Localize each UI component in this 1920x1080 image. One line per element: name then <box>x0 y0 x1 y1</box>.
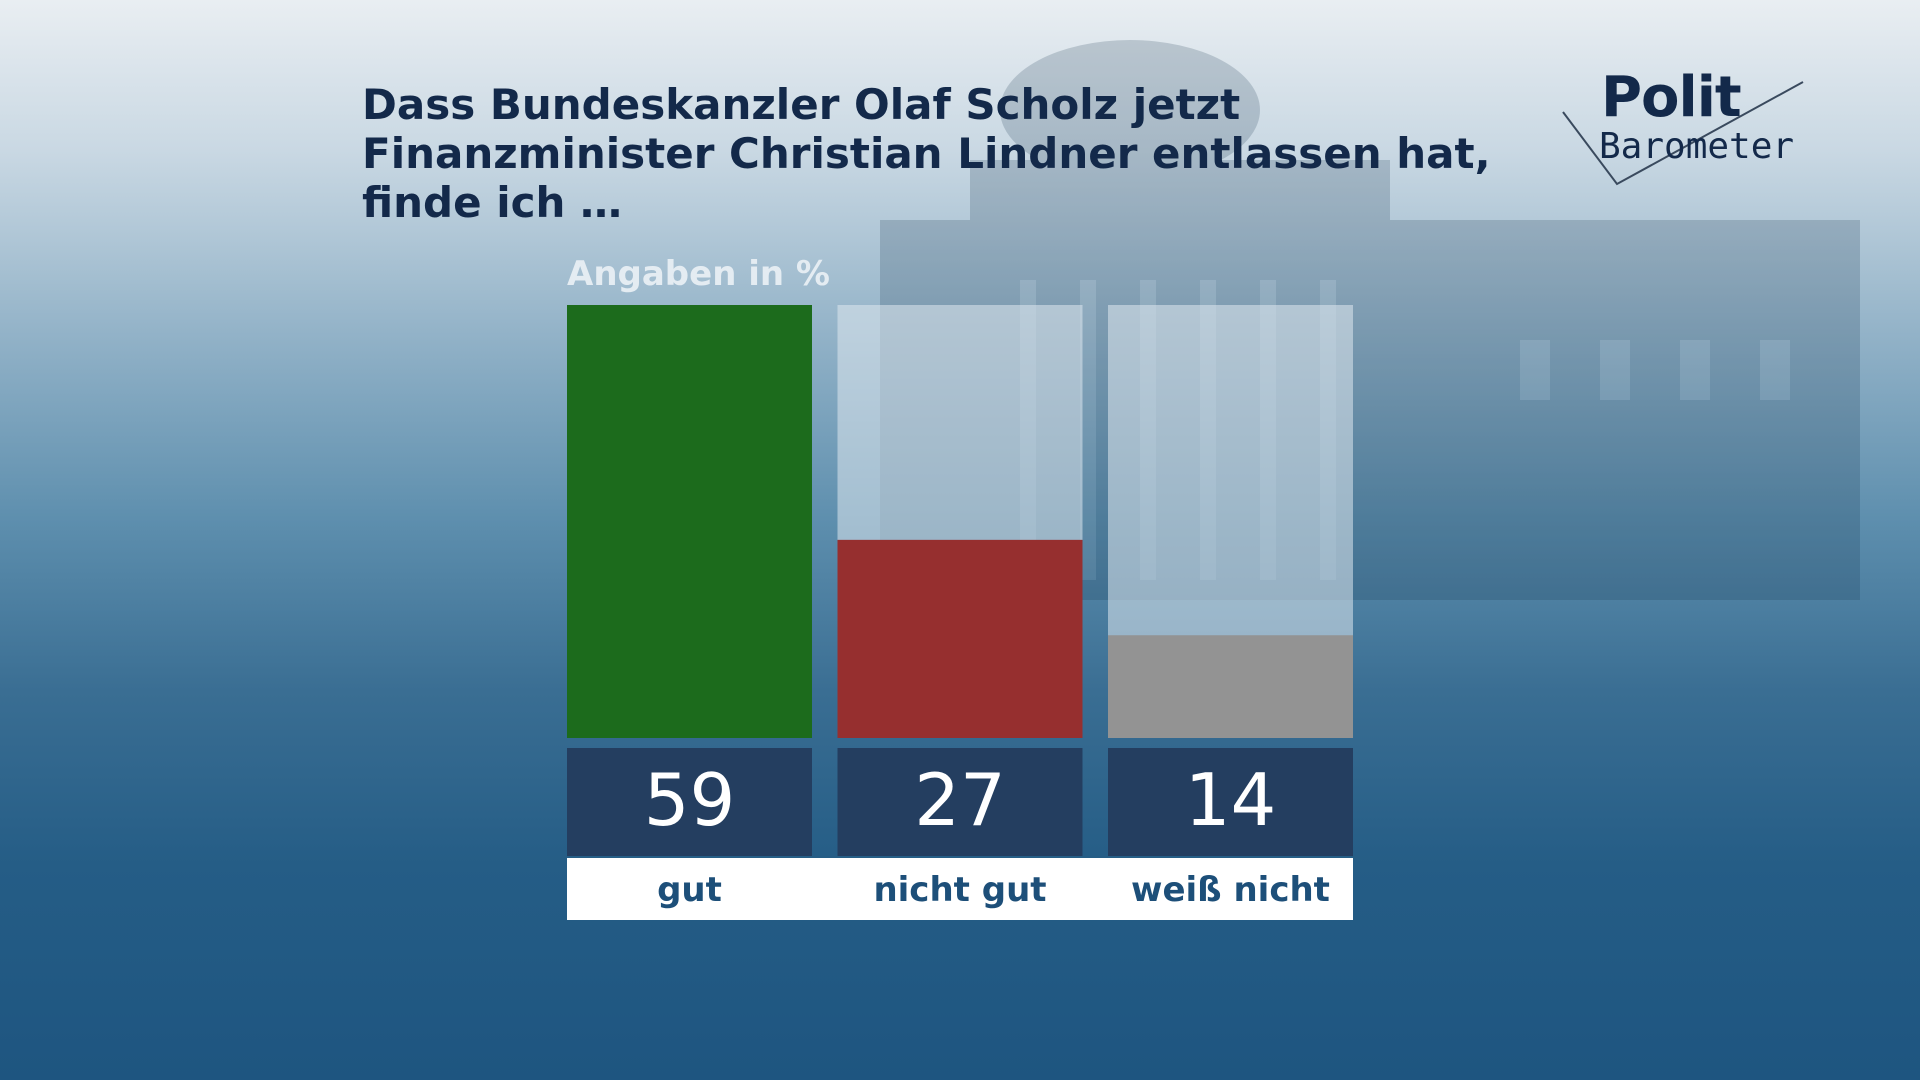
bar-weiss-nicht <box>1108 635 1353 738</box>
data-label-weiss-nicht: 14 <box>1185 758 1277 842</box>
bar-nicht-gut <box>837 539 1083 738</box>
logo-text-barometer: Barometer <box>1599 126 1795 167</box>
checkmark-icon <box>1562 81 1804 186</box>
value-box-gut <box>567 748 812 856</box>
politbarometer-logo: Polit Barometer <box>1555 60 1815 190</box>
unit-label: Angaben in % <box>567 254 831 294</box>
chart-title: Dass Bundeskanzler Olaf Scholz jetzt Fin… <box>362 80 1491 227</box>
category-label-gut: gut <box>657 870 722 910</box>
value-box-weiss-nicht <box>1108 748 1353 856</box>
data-label-gut: 59 <box>644 758 736 842</box>
category-label-weiss-nicht: weiß nicht <box>1131 870 1330 910</box>
bar-gut <box>567 305 812 738</box>
category-label-nicht-gut: nicht gut <box>873 870 1046 910</box>
value-box-nicht-gut <box>837 748 1083 856</box>
category-strip <box>567 858 1353 920</box>
bar-chart: 59 gut 27 nicht gut 14 weiß nicht <box>567 305 1353 920</box>
data-label-nicht-gut: 27 <box>914 758 1006 842</box>
logo-text-polit: Polit <box>1601 65 1742 130</box>
